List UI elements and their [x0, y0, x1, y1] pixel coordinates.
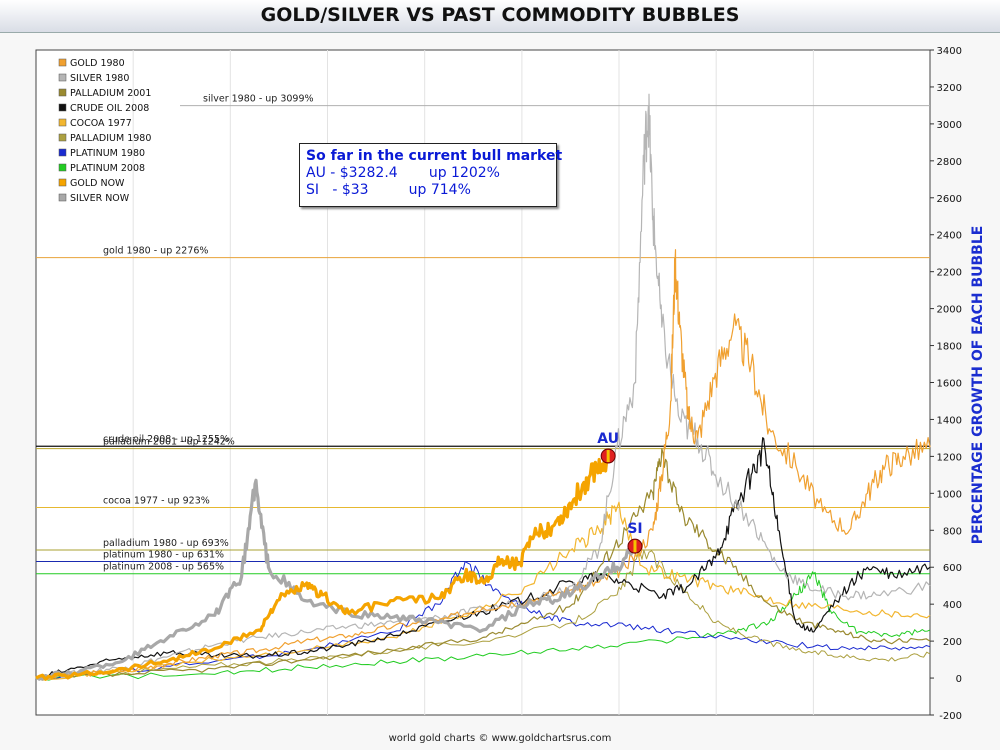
y-axis: -200 0 200 400 600 800 1000 1200 1400 1600 1800 200… — [930, 46, 962, 722]
reference-line-label: palladium 2001 - up 1242% — [103, 437, 235, 448]
reference-lines: silver 1980 - up 3099% gold 1980 - up 227… — [36, 94, 930, 575]
reference-line-label: palladium 1980 - up 693% — [103, 538, 229, 549]
y-tick-label: 200 — [943, 637, 962, 648]
legend-swatch — [58, 193, 67, 202]
y-tick-label: 2600 — [937, 194, 962, 205]
legend-swatch — [58, 88, 67, 97]
y-tick-label: 3000 — [937, 120, 962, 131]
legend: GOLD 1980 SILVER 1980 PALLADIUM 2001 CRUDE … — [58, 58, 151, 204]
chart-title: GOLD/SILVER VS PAST COMMODITY BUBBLES — [260, 4, 740, 26]
series-line-gold-1980 — [35, 249, 931, 680]
title-bar: GOLD/SILVER VS PAST COMMODITY BUBBLES — [0, 0, 1000, 33]
y-axis-label: PERCENTAGE GROWTH OF EACH BUBBLE — [970, 225, 986, 545]
y-tick-label: 1800 — [937, 342, 962, 353]
legend-label: GOLD NOW — [70, 178, 125, 189]
y-tick-label: 1000 — [937, 489, 962, 500]
legend-label: SILVER NOW — [70, 193, 130, 204]
marker-label-si: SI — [627, 521, 642, 537]
legend-label: PLATINUM 2008 — [70, 163, 145, 174]
reference-line-label: cocoa 1977 - up 923% — [103, 496, 210, 507]
y-tick-label: 2800 — [937, 157, 962, 168]
y-tick-label: 1400 — [937, 415, 962, 426]
reference-line-label: silver 1980 - up 3099% — [203, 94, 314, 105]
annotation-line-1: So far in the current bull market — [306, 148, 563, 164]
legend-swatch — [58, 58, 67, 67]
y-tick-label: 0 — [956, 674, 962, 685]
series-line-cocoa-1977 — [35, 501, 931, 681]
y-tick-label: 2400 — [937, 231, 962, 242]
reference-line-label: platinum 1980 - up 631% — [103, 549, 224, 560]
legend-label: SILVER 1980 — [70, 73, 129, 84]
reference-line-label: crude oil 2008 - up 1255% — [103, 434, 229, 445]
annotation-line-2: AU - $3282.4 up 1202% — [306, 165, 500, 181]
y-tick-label: 3200 — [937, 83, 962, 94]
series-line-platinum-2008 — [35, 571, 931, 681]
y-tick-label: 2200 — [937, 268, 962, 279]
series-line-gold-now — [35, 455, 610, 681]
y-tick-label: -200 — [939, 711, 962, 722]
footer-credit: world gold charts © www.goldchartsrus.co… — [388, 733, 612, 744]
annotation-box: So far in the current bull market AU - $… — [299, 143, 563, 207]
series-lines — [35, 93, 931, 681]
y-tick-label: 1200 — [937, 452, 962, 463]
y-tick-label: 600 — [943, 563, 962, 574]
legend-swatch — [58, 148, 67, 157]
markers: AU SI — [597, 431, 643, 554]
legend-label: PLATINUM 1980 — [70, 148, 145, 159]
legend-swatch — [58, 118, 67, 127]
series-line-palladium-1980 — [35, 549, 931, 679]
reference-line-label: gold 1980 - up 2276% — [103, 246, 208, 257]
legend-label: PALLADIUM 2001 — [70, 88, 151, 99]
legend-swatch — [58, 133, 67, 142]
y-tick-label: 400 — [943, 600, 962, 611]
legend-swatch — [58, 103, 67, 112]
legend-swatch — [58, 178, 67, 187]
series-line-crude-oil-2008 — [35, 437, 931, 679]
y-tick-label: 1600 — [937, 379, 962, 390]
reference-line-label: platinum 2008 - up 565% — [103, 562, 224, 573]
marker-dot-stripe — [633, 540, 637, 553]
series-line-silver-now — [35, 478, 636, 681]
y-tick-label: 2000 — [937, 305, 962, 316]
series-line-silver-1980 — [35, 93, 931, 681]
series-line-palladium-2001 — [35, 448, 931, 679]
legend-label: CRUDE OIL 2008 — [70, 103, 149, 114]
legend-label: PALLADIUM 1980 — [70, 133, 151, 144]
y-tick-label: 800 — [943, 526, 962, 537]
legend-swatch — [58, 73, 67, 82]
legend-label: COCOA 1977 — [70, 118, 132, 129]
y-tick-label: 3400 — [937, 46, 962, 57]
marker-dot-stripe — [606, 450, 610, 463]
legend-swatch — [58, 163, 67, 172]
marker-label-au: AU — [597, 431, 619, 447]
annotation-line-3: SI - $33 up 714% — [306, 182, 471, 198]
legend-label: GOLD 1980 — [70, 58, 125, 69]
